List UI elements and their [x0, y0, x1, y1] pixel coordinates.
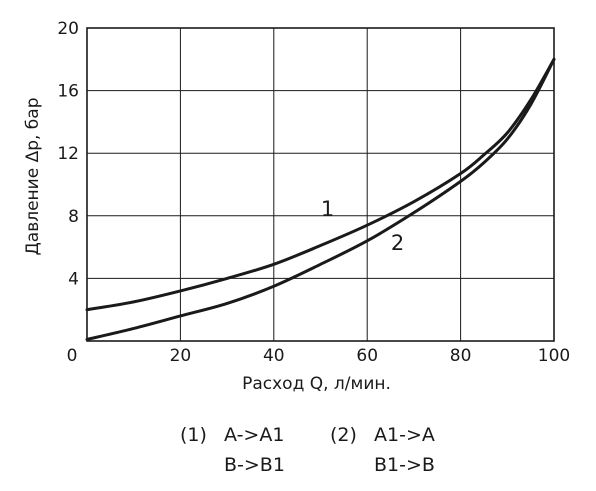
y-tick-label: 20 [57, 19, 79, 39]
x-tick-label: 40 [263, 346, 285, 366]
curves [85, 57, 556, 341]
x-tick-label: 0 [67, 346, 78, 366]
x-tick-label: 80 [450, 346, 472, 366]
legend-number: (1) [180, 424, 207, 446]
y-axis-label: Давление Δp, бар [23, 98, 43, 256]
legend-item-1: (1) A->A1 B->B1 [180, 420, 285, 480]
legend-number: (2) [330, 424, 357, 446]
y-tick-label: 8 [68, 207, 79, 227]
curve-2 [85, 57, 556, 341]
y-tick-label: 16 [57, 82, 79, 102]
legend-line: B1->B [374, 454, 435, 476]
curve-label-1: 1 [321, 197, 334, 221]
legend-line: B->B1 [224, 454, 285, 476]
curve-1 [85, 57, 556, 312]
x-tick-label: 20 [170, 346, 192, 366]
x-axis-label: Расход Q, л/мин. [242, 374, 391, 394]
y-tick-label: 4 [68, 269, 79, 289]
curve-labels: 12 [321, 197, 404, 255]
x-tick-label: 100 [538, 346, 570, 366]
legend-item-2: (2) A1->A B1->B [330, 420, 435, 480]
legend-line: A->A1 [224, 424, 285, 446]
y-tick-labels: 4 8 12 16 20 [57, 19, 79, 289]
plot-frame [86, 27, 555, 342]
curve-label-2: 2 [391, 231, 404, 255]
y-tick-label: 12 [57, 144, 79, 164]
x-tick-label: 60 [356, 346, 378, 366]
grid [87, 28, 554, 341]
x-tick-labels: 0 20 40 60 80 100 [67, 346, 571, 366]
legend: (1) A->A1 B->B1 (2) A1->A B1->B [180, 420, 480, 484]
legend-line: A1->A [374, 424, 435, 446]
